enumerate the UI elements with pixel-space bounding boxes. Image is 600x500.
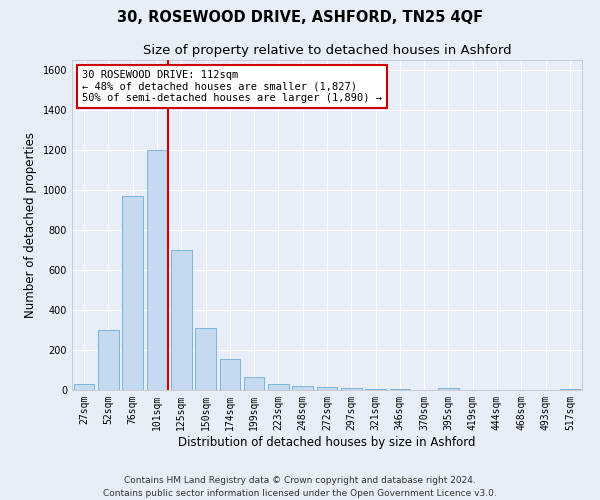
Bar	[341, 388, 362, 390]
Bar	[122, 196, 143, 390]
Bar	[171, 250, 191, 390]
Text: 30, ROSEWOOD DRIVE, ASHFORD, TN25 4QF: 30, ROSEWOOD DRIVE, ASHFORD, TN25 4QF	[117, 10, 483, 25]
Bar	[292, 386, 313, 390]
Bar	[244, 377, 265, 390]
Bar	[268, 384, 289, 390]
X-axis label: Distribution of detached houses by size in Ashford: Distribution of detached houses by size …	[178, 436, 476, 448]
Bar	[220, 359, 240, 390]
Bar	[317, 387, 337, 390]
Bar	[438, 388, 459, 390]
Bar	[98, 330, 119, 390]
Bar	[195, 328, 216, 390]
Bar	[560, 389, 580, 390]
Bar	[365, 389, 386, 390]
Bar	[74, 384, 94, 390]
Text: 30 ROSEWOOD DRIVE: 112sqm
← 48% of detached houses are smaller (1,827)
50% of se: 30 ROSEWOOD DRIVE: 112sqm ← 48% of detac…	[82, 70, 382, 103]
Bar	[389, 389, 410, 390]
Y-axis label: Number of detached properties: Number of detached properties	[24, 132, 37, 318]
Text: Contains HM Land Registry data © Crown copyright and database right 2024.
Contai: Contains HM Land Registry data © Crown c…	[103, 476, 497, 498]
Title: Size of property relative to detached houses in Ashford: Size of property relative to detached ho…	[143, 44, 511, 58]
Bar	[146, 150, 167, 390]
